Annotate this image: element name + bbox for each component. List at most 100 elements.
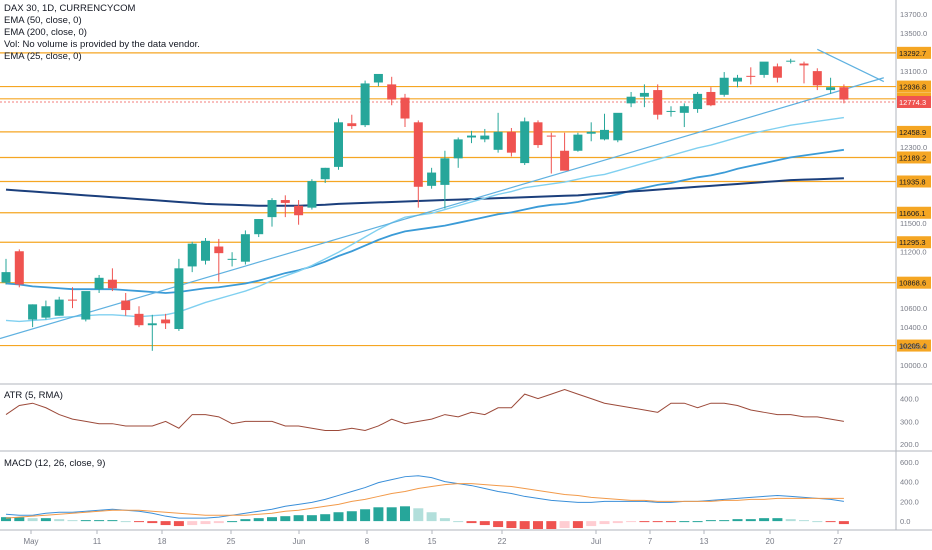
candle-body <box>134 313 144 326</box>
macd-histogram-bar <box>692 521 703 523</box>
macd-histogram-bar <box>14 517 25 522</box>
macd-histogram-bar <box>267 517 277 522</box>
candle-body <box>626 96 636 104</box>
atr-axis-tick-label: 400.0 <box>900 395 919 404</box>
price-level-label: 10205.4 <box>899 342 926 351</box>
candle-body <box>81 291 91 320</box>
macd-histogram-bar <box>306 515 317 522</box>
candle-body <box>453 139 463 159</box>
trendline <box>817 48 885 83</box>
macd-histogram-bar <box>94 520 105 522</box>
legend-ema50: EMA (50, close, 0) <box>4 15 82 26</box>
macd-histogram-bar <box>173 521 184 527</box>
candle-body <box>733 77 742 82</box>
macd-histogram-bar <box>666 521 676 523</box>
candle-body <box>107 279 117 289</box>
candle-body <box>799 63 809 66</box>
macd-histogram-bar <box>27 518 38 522</box>
candle-body <box>400 97 410 119</box>
price-axis-tick-label: 13100.0 <box>900 67 927 76</box>
price-level-tag <box>897 175 931 188</box>
candle-body <box>546 135 556 137</box>
candle-body <box>214 246 224 254</box>
candle-body <box>467 135 476 138</box>
candle-body <box>613 112 623 141</box>
macd-histogram-bar <box>719 520 730 522</box>
candle-body <box>759 61 769 75</box>
macd-histogram-bar <box>54 519 65 522</box>
price-level-tag <box>897 125 931 138</box>
macd-histogram-bar <box>838 521 849 525</box>
price-axis-tick-label: 12300.0 <box>900 143 927 152</box>
macd-histogram-bar <box>67 520 78 522</box>
candle-body <box>533 122 543 146</box>
candle-body <box>839 87 849 100</box>
candle-body <box>294 205 304 216</box>
time-axis-tick-label: 7 <box>648 537 653 546</box>
macd-histogram-bar <box>493 521 504 528</box>
candle-body <box>679 106 689 113</box>
candle-body <box>413 122 423 187</box>
macd-histogram-bar <box>400 506 410 522</box>
candle-body <box>334 122 343 167</box>
macd-histogram-bar <box>732 519 743 522</box>
macd-histogram-bar <box>772 518 783 522</box>
macd-histogram-bar <box>200 521 211 525</box>
price-level-label: 13292.7 <box>899 49 926 58</box>
price-level-label: 12189.2 <box>899 153 926 162</box>
macd-histogram-bar <box>652 521 663 523</box>
candle-body <box>586 131 596 134</box>
candle-body <box>240 234 250 262</box>
ema-line <box>5 148 845 294</box>
time-axis-tick-label: 13 <box>700 537 709 546</box>
macd-histogram-bar <box>240 519 251 522</box>
candle-body <box>254 219 264 235</box>
candle-body <box>68 299 77 301</box>
ema-line <box>5 177 844 207</box>
macd-histogram-bar <box>333 512 344 522</box>
candle-body <box>480 135 490 140</box>
price-level-label: 11935.8 <box>899 177 926 186</box>
time-axis-tick-label: Jul <box>591 537 601 546</box>
candle-body <box>227 258 237 260</box>
macd-histogram-bar <box>639 521 650 523</box>
last-price-label: 12774.3 <box>899 98 926 107</box>
macd-histogram-bar <box>320 514 331 522</box>
macd-histogram-bar <box>439 518 450 522</box>
candle-body <box>560 150 570 171</box>
candle-body <box>174 268 184 330</box>
time-axis-tick-label: 18 <box>158 537 167 546</box>
candle-body <box>387 84 397 100</box>
macd-histogram-bar <box>40 518 51 522</box>
time-axis-tick-label: 15 <box>428 537 437 546</box>
trendline <box>0 77 884 340</box>
atr-axis-tick-label: 200.0 <box>900 440 919 449</box>
macd-histogram-bar <box>160 521 171 526</box>
macd-histogram-bar <box>466 521 477 524</box>
macd-axis-tick-label: 200.0 <box>900 497 919 506</box>
macd-histogram-bar <box>572 521 583 529</box>
time-axis-tick-label: 25 <box>227 537 236 546</box>
candle-body <box>653 90 663 115</box>
macd-histogram-bar <box>1 517 11 522</box>
candle-body <box>54 299 64 316</box>
macd-signal-line <box>5 483 844 519</box>
price-level-tag <box>897 339 931 352</box>
legend-ema200: EMA (200, close, 0) <box>4 27 87 38</box>
atr-line <box>5 389 844 432</box>
macd-histogram-bar <box>413 508 424 522</box>
candle-body <box>280 200 290 203</box>
macd-histogram-bar <box>453 521 464 523</box>
candle-body <box>360 83 370 126</box>
macd-histogram-bar <box>599 521 610 525</box>
price-axis-tick-label: 11500.0 <box>900 219 927 228</box>
macd-histogram-bar <box>479 521 490 526</box>
macd-histogram-bar <box>586 521 597 527</box>
legend-vol: Vol: No volume is provided by the data v… <box>4 39 200 50</box>
candle-body <box>307 181 317 208</box>
candle-body <box>187 243 197 267</box>
candle-body <box>373 73 383 83</box>
macd-histogram-bar <box>506 521 517 529</box>
time-axis-tick-label: 11 <box>93 537 102 546</box>
